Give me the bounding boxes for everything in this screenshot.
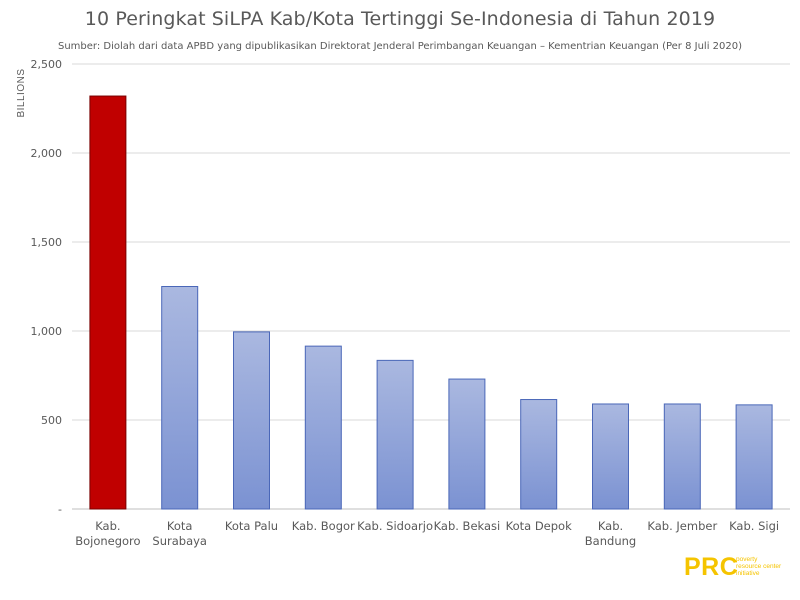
bar bbox=[89, 95, 127, 510]
x-tick-label: Bandung bbox=[585, 534, 636, 548]
x-tick-label: Kota bbox=[167, 519, 193, 533]
x-tick-label: Kab. Sigi bbox=[729, 519, 779, 533]
y-axis-tick-labels: - 500 1,000 1,500 2,000 2,500 bbox=[31, 58, 63, 516]
y-tick-label: - bbox=[58, 503, 62, 516]
bar bbox=[663, 403, 701, 510]
x-tick-label: Kab. Jember bbox=[647, 519, 717, 533]
x-tick-label: Kab. bbox=[598, 519, 623, 533]
bar bbox=[735, 404, 773, 510]
x-tick-label: Kab. Bekasi bbox=[434, 519, 501, 533]
logo-mark: PRC bbox=[684, 553, 739, 581]
bar bbox=[233, 331, 270, 510]
bar bbox=[592, 403, 629, 510]
logo-line: resource center bbox=[736, 563, 782, 570]
x-tick-label: Bojonegoro bbox=[75, 534, 140, 548]
chart-subtitle: Sumber: Diolah dari data APBD yang dipub… bbox=[57, 41, 743, 52]
y-tick-label: 500 bbox=[41, 414, 62, 427]
bar bbox=[376, 359, 414, 510]
x-tick-label: Kota Palu bbox=[225, 519, 278, 533]
bar bbox=[520, 399, 558, 510]
bar bbox=[448, 378, 486, 510]
y-tick-label: 1,500 bbox=[31, 236, 63, 249]
y-tick-label: 2,000 bbox=[31, 147, 63, 160]
bars bbox=[89, 95, 773, 510]
y-tick-label: 2,500 bbox=[31, 58, 63, 71]
bar bbox=[304, 345, 342, 510]
logo-text: poverty resource center initiative bbox=[736, 556, 781, 577]
x-tick-label: Kota Depok bbox=[506, 519, 572, 533]
prc-logo: PRC poverty resource center initiative bbox=[684, 553, 794, 583]
x-tick-label: Kab. bbox=[95, 519, 120, 533]
logo-line: poverty bbox=[736, 556, 758, 563]
bar bbox=[161, 286, 199, 510]
y-tick-label: 1,000 bbox=[31, 325, 63, 338]
x-tick-label: Surabaya bbox=[152, 534, 207, 548]
y-axis-label: BILLIONS bbox=[16, 68, 27, 117]
x-tick-label: Kab. Bogor bbox=[292, 519, 355, 533]
x-tick-label: Kab. Sidoarjo bbox=[357, 519, 433, 533]
logo-line: initiative bbox=[736, 570, 760, 577]
chart-title: 10 Peringkat SiLPA Kab/Kota Tertinggi Se… bbox=[84, 8, 716, 30]
